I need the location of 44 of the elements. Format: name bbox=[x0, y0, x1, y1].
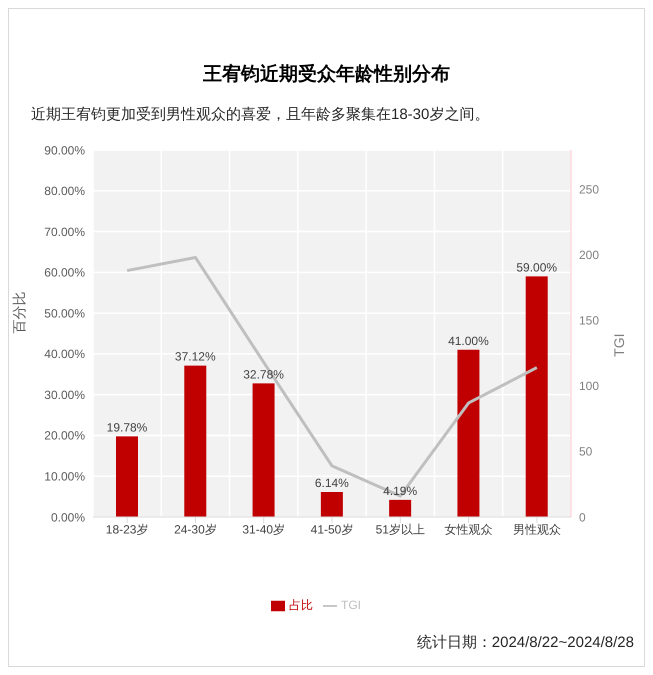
x-tick-label: 男性观众 bbox=[512, 522, 561, 537]
y-tick-label: 0.00% bbox=[50, 510, 86, 524]
data-label: 41.00% bbox=[448, 334, 490, 348]
y-tick-label: 90.00% bbox=[44, 143, 86, 158]
bar bbox=[389, 500, 412, 517]
data-label: 59.00% bbox=[516, 260, 558, 274]
bar bbox=[116, 436, 138, 517]
y2-axis-title: TGI bbox=[610, 334, 627, 357]
y2-tick-label: 250 bbox=[579, 182, 600, 197]
y-tick-label: 60.00% bbox=[44, 266, 86, 280]
x-tick-label: 24-30岁 bbox=[174, 522, 217, 537]
legend-label: 占比 bbox=[289, 598, 313, 612]
x-tick-label: 女性观众 bbox=[444, 522, 493, 537]
y-tick-label: 40.00% bbox=[44, 347, 86, 362]
y2-tick-label: 200 bbox=[579, 248, 600, 262]
data-label: 37.12% bbox=[174, 350, 216, 364]
x-tick-label: 41-50岁 bbox=[310, 522, 354, 537]
y2-tick-label: 100 bbox=[579, 379, 600, 394]
data-label: 19.78% bbox=[106, 420, 148, 434]
bar bbox=[184, 366, 206, 517]
chart-title: 王宥钧近期受众年龄性别分布 bbox=[202, 62, 451, 87]
data-label: 6.14% bbox=[314, 476, 350, 490]
y-tick-label: 20.00% bbox=[44, 428, 86, 443]
y2-tick-label: 150 bbox=[579, 314, 600, 328]
data-label: 4.19% bbox=[383, 484, 418, 498]
bar bbox=[320, 492, 343, 517]
chart-subtitle: 近期王宥钧更加受到男性观众的喜爱，且年龄多聚集在18-30岁之间。 bbox=[31, 105, 490, 124]
y2-tick-label: 50 bbox=[579, 444, 593, 459]
x-tick-label: 31-40岁 bbox=[242, 522, 286, 537]
bar bbox=[457, 350, 480, 517]
y-tick-label: 80.00% bbox=[44, 184, 86, 198]
x-tick-label: 51岁以上 bbox=[376, 522, 425, 537]
y-tick-label: 50.00% bbox=[44, 306, 86, 320]
y-tick-label: 10.00% bbox=[44, 469, 86, 484]
y-tick-label: 30.00% bbox=[44, 388, 86, 402]
y-axis-title: 百分比 bbox=[10, 292, 27, 334]
y2-tick-label: 0 bbox=[579, 510, 586, 524]
text: 统计日期：2024/8/22~2024/8/28 bbox=[416, 633, 634, 652]
x-tick-label: 18-23岁 bbox=[106, 522, 148, 537]
data-label: 32.78% bbox=[243, 367, 284, 382]
bar bbox=[526, 276, 548, 517]
y-tick-label: 70.00% bbox=[44, 224, 86, 239]
legend-label: TGI bbox=[341, 598, 361, 612]
bar bbox=[252, 383, 275, 517]
